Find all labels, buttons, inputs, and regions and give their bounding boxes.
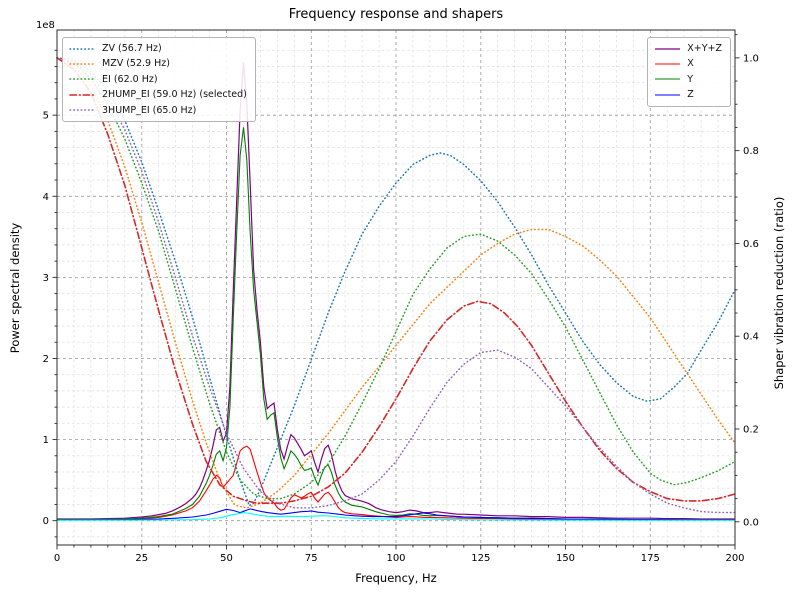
y-right-tick-label: 0.2 [743, 425, 759, 436]
legend-item: X+Y+Z [654, 43, 722, 54]
x-tick-label: 75 [305, 553, 318, 564]
chart-title: Frequency response and shapers [288, 7, 504, 22]
y-left-tick-label: 5 [43, 111, 49, 122]
legend-item: X [654, 58, 722, 69]
legend-item-label: MZV (52.9 Hz) [102, 58, 170, 70]
series-shaper-mzv [56, 57, 736, 509]
series-shaper-ei [56, 57, 736, 500]
x-tick-label: 175 [641, 553, 660, 564]
legend-line-sample [69, 47, 96, 50]
legend-item: EI (62.0 Hz) [69, 74, 247, 85]
legend-item: ZV (56.7 Hz) [69, 43, 247, 54]
legend-item-label: 3HUMP_EI (65.0 Hz) [102, 104, 197, 116]
x-tick-label: 100 [386, 553, 405, 564]
series-psd-x [56, 445, 735, 521]
y-left-tick-label: 0 [43, 516, 49, 527]
legend-item: Z [654, 89, 722, 100]
series-shaper-3hump-ei [56, 57, 736, 514]
x-tick-label: 125 [471, 553, 490, 564]
series-psd-xyz [57, 62, 735, 520]
legend-signals: X+Y+Z X Y Z [647, 37, 731, 107]
legend-item-label: 2HUMP_EI (59.0 Hz) (selected) [102, 89, 247, 101]
x-tick-label: 200 [725, 553, 744, 564]
legend-item-label: Z [687, 89, 694, 101]
y-right-tick-label: 1.0 [743, 53, 759, 64]
legend-item-label: EI (62.0 Hz) [102, 73, 158, 85]
legend-item: MZV (52.9 Hz) [69, 58, 247, 69]
legend-line-sample [69, 109, 96, 111]
legend-line-sample [655, 63, 681, 65]
legend-item-label: ZV (56.7 Hz) [102, 43, 162, 54]
y-right-tick-label: 0.6 [743, 239, 759, 250]
y-right-tick-label: 0.8 [743, 146, 759, 157]
legend-item: 2HUMP_EI (59.0 Hz) (selected) [69, 89, 247, 100]
legend-item-label: X [687, 58, 694, 70]
y-right-tick-label: 0.4 [743, 332, 759, 343]
series-psd-z [56, 508, 735, 521]
series-shaper-2hump-ei [56, 57, 736, 504]
legend-line-sample [69, 78, 96, 81]
series-shaper-zv [56, 57, 736, 507]
y-axis-label-right: Shaper vibration reduction (ratio) [772, 196, 786, 390]
legend-item: Y [654, 74, 722, 85]
legend-line-sample [69, 94, 96, 96]
y-axis-label-left: Power spectral density [8, 222, 22, 354]
x-tick-label: 50 [220, 553, 233, 564]
legend-item-label: X+Y+Z [687, 43, 722, 54]
legend-line-sample [655, 48, 681, 50]
y-left-tick-label: 3 [43, 273, 49, 284]
x-tick-label: 0 [54, 553, 60, 564]
legend-line-sample [69, 63, 96, 65]
legend-line-sample [655, 94, 681, 96]
y-right-tick-label: 0.0 [743, 517, 759, 528]
y-left-tick-label: 2 [43, 354, 49, 365]
x-tick-label: 25 [135, 553, 148, 564]
legend-item-label: Y [687, 73, 694, 85]
y-axis-offset-label: 1e8 [36, 20, 55, 31]
y-left-tick-label: 4 [43, 192, 49, 203]
series-psd-after-shaper [56, 512, 735, 521]
x-axis-label: Frequency, Hz [355, 571, 437, 585]
x-tick-label: 150 [556, 553, 575, 564]
legend-shapers: ZV (56.7 Hz) MZV (52.9 Hz) EI (62.0 Hz) 2HU… [62, 37, 256, 122]
legend-item: 3HUMP_EI (65.0 Hz) [69, 105, 247, 116]
legend-line-sample [655, 78, 681, 81]
y-left-tick-label: 1 [43, 435, 49, 446]
